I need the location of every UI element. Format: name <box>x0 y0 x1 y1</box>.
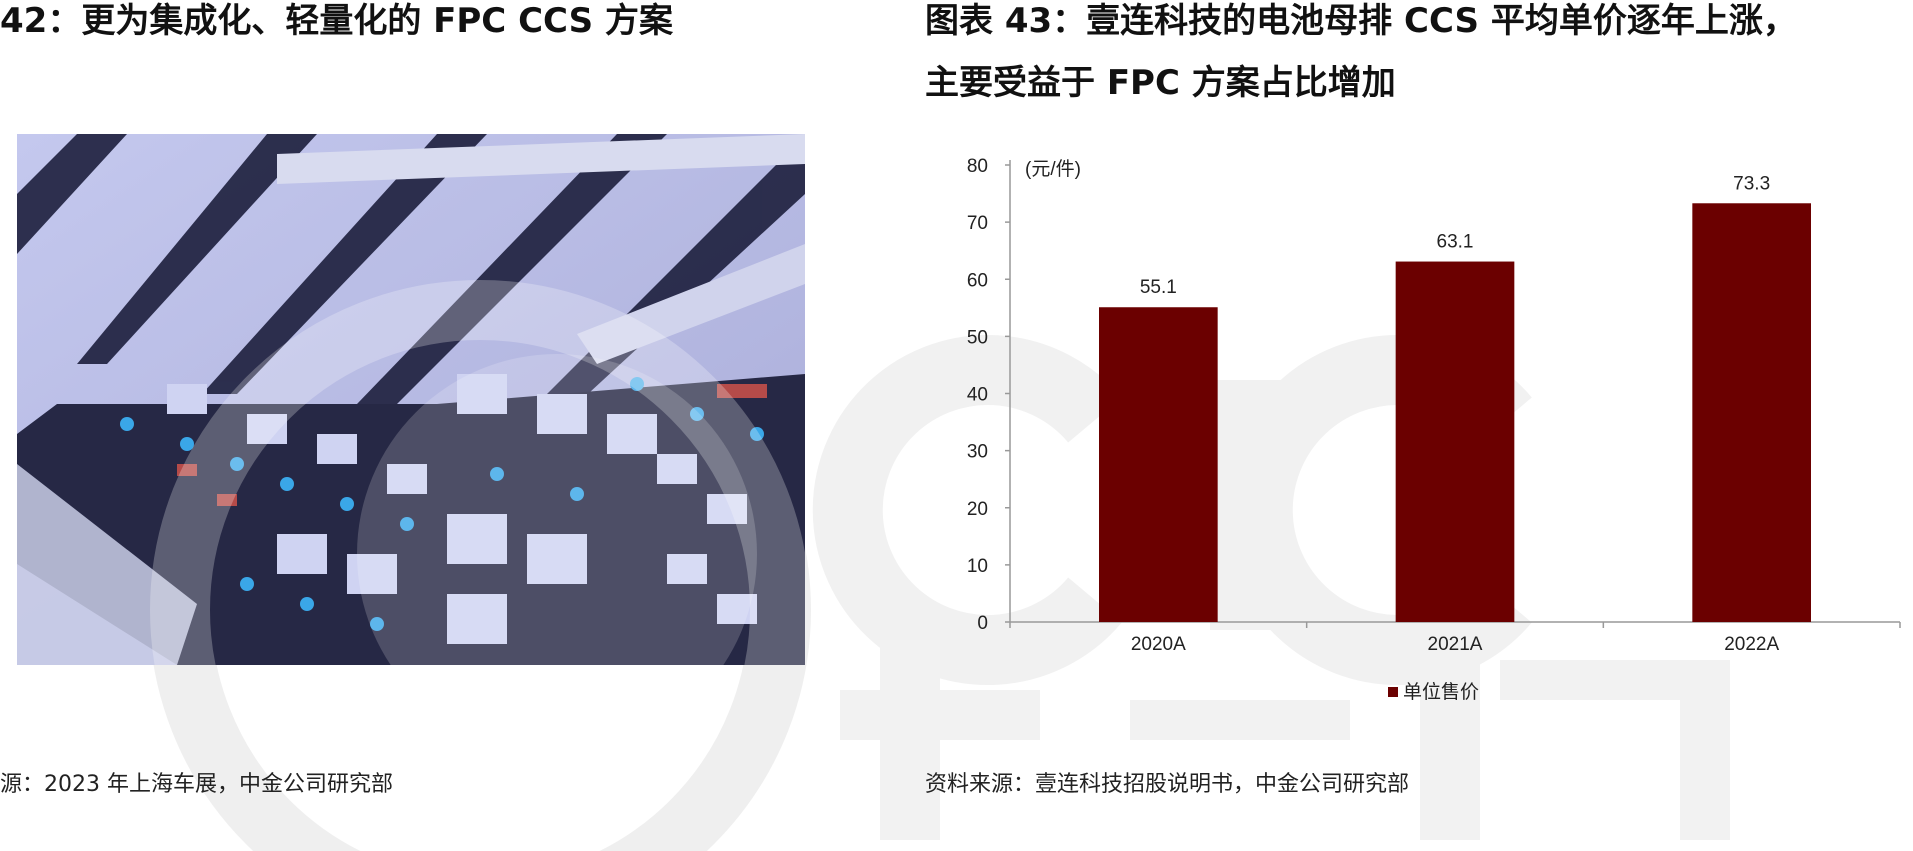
right-title-line2: 主要受益于 FPC 方案占比增加 <box>925 63 1396 103</box>
left-source-note: 源：2023 年上海车展，中金公司研究部 <box>0 772 393 797</box>
data-labels: 55.1 63.1 73.3 <box>1140 173 1770 298</box>
x-tick-label-2021A: 2021A <box>1428 634 1483 655</box>
y-axis-unit-label: (元/件) <box>1025 158 1081 180</box>
data-label-2022A: 73.3 <box>1733 173 1770 194</box>
data-label-2021A: 63.1 <box>1437 232 1474 253</box>
x-axis: 2020A 2021A 2022A <box>1009 621 1901 655</box>
bar-2020A <box>1099 307 1218 622</box>
y-tick-label: 0 <box>977 613 988 634</box>
x-tick-label-2020A: 2020A <box>1131 634 1186 655</box>
legend-swatch <box>1388 687 1398 697</box>
y-tick-label: 80 <box>967 156 988 177</box>
y-axis: 0 10 20 30 40 50 60 70 80 <box>967 156 1011 634</box>
right-source-note: 资料来源：壹连科技招股说明书，中金公司研究部 <box>925 772 1410 797</box>
x-tick-label-2022A: 2022A <box>1724 634 1779 655</box>
y-tick-label: 60 <box>967 270 988 291</box>
legend: 单位售价 <box>1388 681 1479 703</box>
legend-label-unit-price: 单位售价 <box>1403 681 1479 703</box>
y-tick-label: 10 <box>967 556 988 577</box>
right-title-line1: 图表 43：壹连科技的电池母排 CCS 平均单价逐年上涨， <box>925 1 1797 41</box>
data-label-2020A: 55.1 <box>1140 277 1177 298</box>
left-figure-title: 42：更为集成化、轻量化的 FPC CCS 方案 <box>0 1 673 41</box>
right-figure-title: 图表 43：壹连科技的电池母排 CCS 平均单价逐年上涨， 主要受益于 FPC … <box>925 0 1905 114</box>
battery-module-photo <box>17 134 805 665</box>
bar-2022A <box>1692 203 1811 622</box>
y-tick-label: 30 <box>967 442 988 463</box>
y-tick-label: 70 <box>967 213 988 234</box>
unit-price-bar-chart: 0 10 20 30 40 50 60 70 80 2020A 2021A 2022A 55.1 63… <box>967 156 1901 703</box>
bar-series <box>1099 203 1811 622</box>
y-tick-label: 50 <box>967 327 988 348</box>
y-tick-label: 40 <box>967 385 988 406</box>
y-tick-label: 20 <box>967 499 988 520</box>
bar-2021A <box>1395 261 1515 622</box>
